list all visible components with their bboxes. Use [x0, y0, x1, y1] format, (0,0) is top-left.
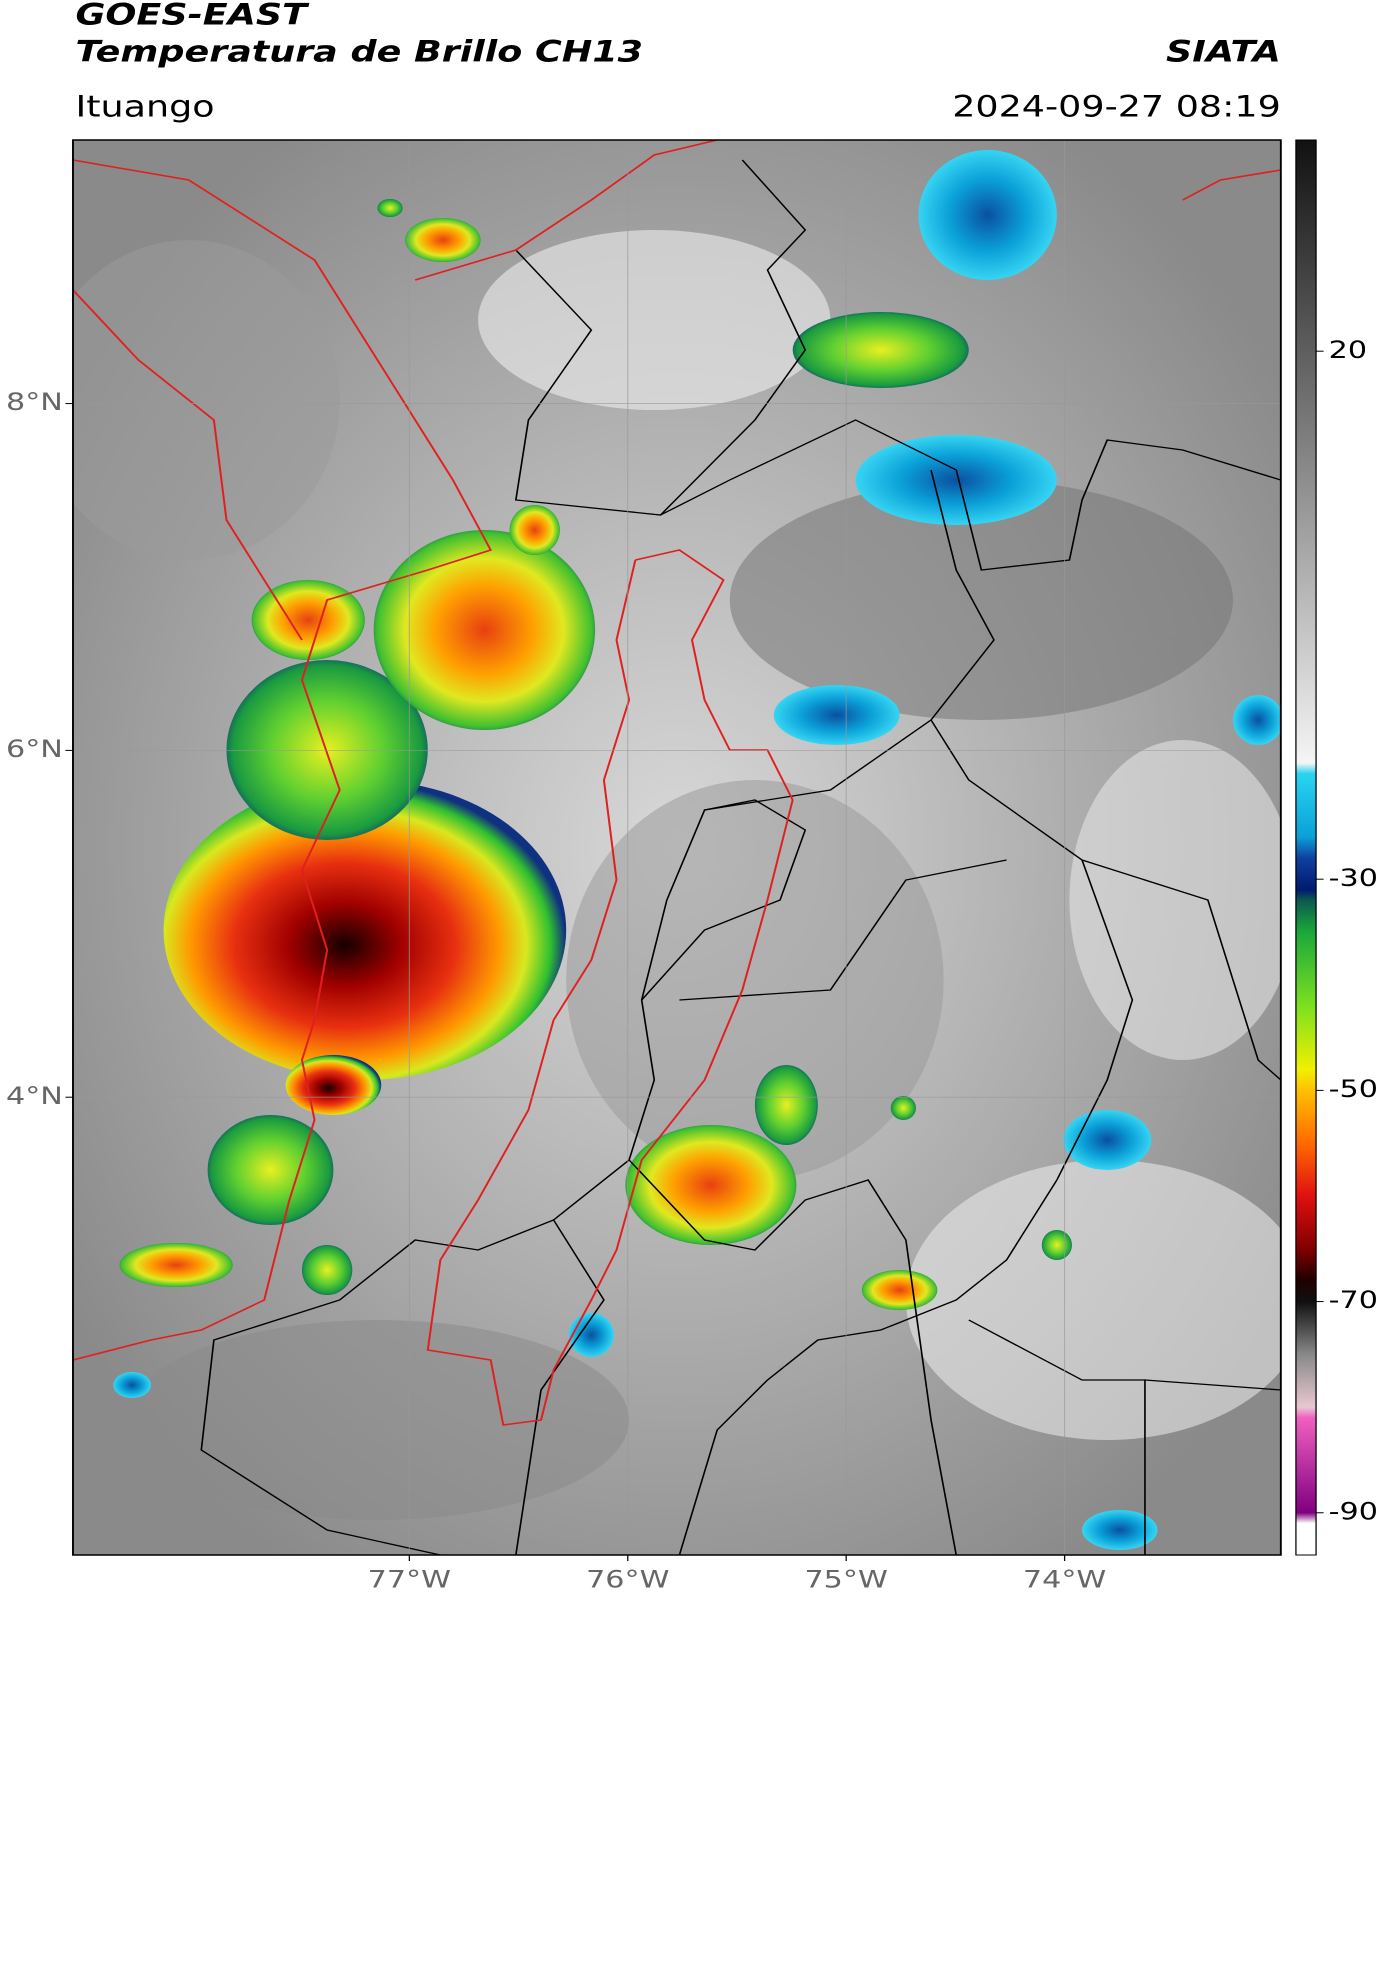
y-tick-label: 4°N	[6, 1083, 63, 1110]
map-frame	[72, 139, 1282, 1556]
colorbar-tick-label: -70	[1329, 1287, 1378, 1314]
timestamp: 2024-09-27 08:19	[952, 89, 1281, 123]
y-tick-label: 6°N	[6, 736, 63, 763]
map-image	[72, 140, 1281, 1555]
colorbar-tick-label: -30	[1329, 865, 1378, 892]
regional-boundaries	[72, 140, 1281, 1426]
colorbar: 20 -30 -50 -70 -90	[1295, 139, 1378, 1556]
y-tick-label: 8°N	[6, 389, 63, 416]
graticule: 77°W 76°W 75°W 74°W 8°N 6°N 4°N	[6, 140, 1281, 1594]
x-tick-label: 75°W	[804, 1566, 887, 1593]
satellite: GOES-EAST	[75, 0, 309, 31]
colorbar-tick-label: -90	[1329, 1498, 1378, 1525]
admin-boundaries	[200, 159, 1281, 1555]
colorbar-scale	[1295, 139, 1317, 1556]
location: Ituango	[75, 89, 214, 123]
x-tick-label: 77°W	[368, 1566, 451, 1593]
source: SIATA	[1166, 34, 1281, 68]
product: Temperatura de Brillo CH13	[75, 34, 643, 68]
cloud-texture	[72, 230, 1281, 1520]
colorbar-tick-label: -50	[1329, 1076, 1378, 1103]
colorbar-tick-label: 20	[1329, 337, 1367, 364]
x-tick-label: 74°W	[1023, 1566, 1106, 1593]
x-tick-label: 76°W	[586, 1566, 669, 1593]
